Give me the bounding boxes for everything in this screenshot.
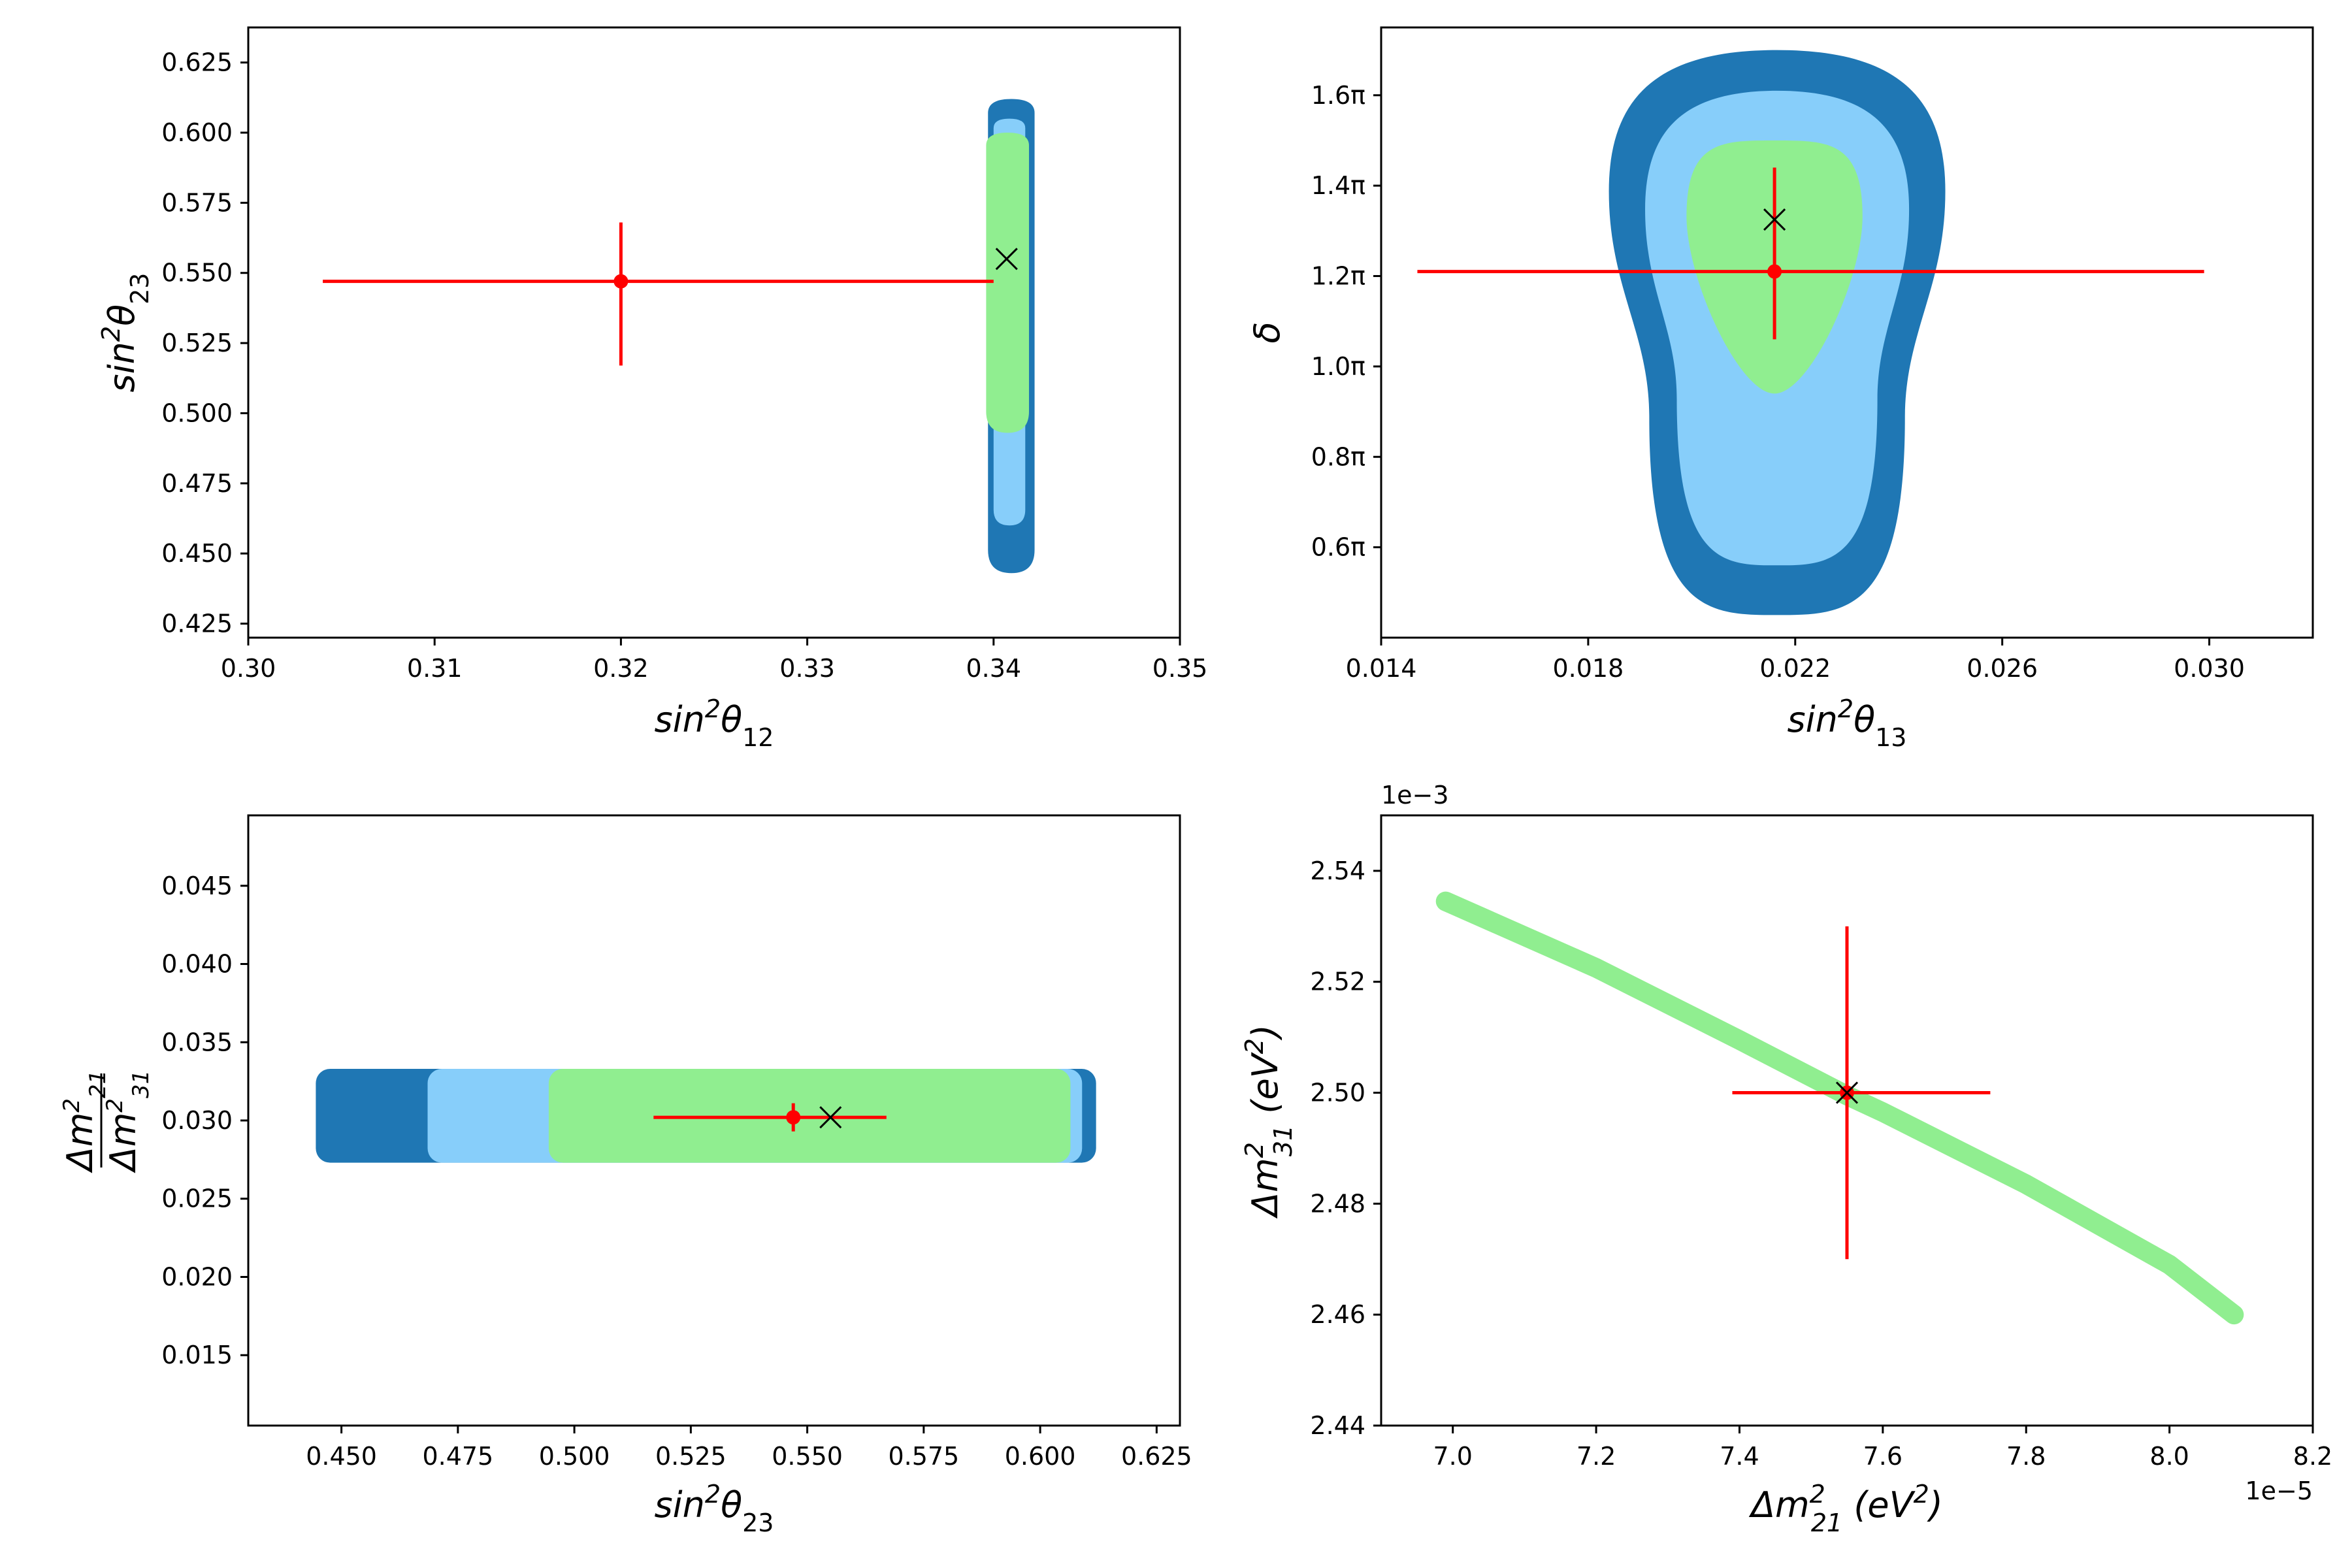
x-offset-label: 1e−5 [2245, 1477, 2313, 1505]
best-fit-marker-b [995, 248, 1018, 270]
x-tick-label: 8.0 [2149, 1442, 2189, 1471]
best-fit-marker-b [1835, 1081, 1859, 1104]
y-tick-label: 0.035 [161, 1028, 233, 1056]
y-ticks: 0.6π 0.8π 1.0π 1.2π 1.4π 1.6π [1311, 81, 1381, 562]
y-tick-label: 0.6π [1311, 533, 1365, 562]
y-tick-label: 2.50 [1310, 1079, 1365, 1107]
x-axis-label: Δm2 21 (eV2) [1748, 1480, 1943, 1537]
x-tick-label: 7.2 [1576, 1442, 1616, 1471]
panel-dm21-dm31: 7.0 7.2 7.4 7.6 7.8 8.0 8.2 2.442.462.482.502.… [1240, 781, 2332, 1537]
y-ticks: 0.015 0.020 0.025 0.030 0.035 0.040 0.045 [161, 872, 248, 1369]
y-tick-label: 0.015 [161, 1341, 233, 1369]
y-offset-label: 1e−3 [1381, 781, 1449, 809]
x-tick-label: 0.450 [306, 1442, 377, 1471]
x-tick-label: 7.0 [1433, 1442, 1472, 1471]
x-tick-label: 0.32 [593, 654, 649, 683]
plot-area [316, 1068, 1096, 1163]
x-tick-label: 0.33 [779, 654, 835, 683]
y-axis-label: δ [1247, 321, 1288, 343]
y-tick-label: 0.8π [1311, 442, 1365, 471]
contour-1sigma [986, 133, 1029, 433]
x-ticks: 7.0 7.2 7.4 7.6 7.8 8.0 8.2 [1433, 1426, 2332, 1471]
x-tick-label: 0.014 [1346, 654, 1417, 683]
best-fit-marker-b [1763, 208, 1786, 231]
clipped-layer [316, 1068, 1096, 1163]
x-tick-label: 0.500 [539, 1442, 610, 1471]
y-tick-label: 0.600 [161, 118, 233, 147]
x-tick-label: 7.6 [1863, 1442, 1903, 1471]
y-axis-label: sin2θ23 [97, 273, 154, 393]
clipped-layer [1417, 50, 2204, 615]
axes-frame [247, 26, 1181, 639]
y-tick-label: 0.475 [161, 469, 233, 498]
y-tick-label: 2.44 [1310, 1411, 1365, 1440]
panel-theta13-delta: 0.014 0.018 0.022 0.026 0.030 0.6π 0.8π 1.0π 1.… [1247, 26, 2314, 752]
x-tick-label: 0.525 [655, 1442, 727, 1471]
band-1sigma [1435, 891, 2244, 1325]
x-tick-label: 0.34 [966, 654, 1021, 683]
y-tick-label: 1.4π [1311, 171, 1365, 200]
x-tick-label: 0.35 [1152, 654, 1208, 683]
y-tick-label: 0.550 [161, 259, 233, 287]
x-tick-label: 7.8 [2006, 1442, 2046, 1471]
axes-frame [1380, 26, 2314, 639]
panel-theta23-massratio: 0.450 0.475 0.500 0.525 0.550 0.575 0.600 0.625… [59, 814, 1192, 1537]
y-tick-label: 2.48 [1310, 1189, 1365, 1218]
x-axis-label: sin2θ13 [1788, 694, 1907, 752]
y-tick-label: 0.625 [161, 48, 233, 77]
y-label-denominator: Δm231 [102, 1070, 154, 1173]
x-axis-label: sin2θ12 [655, 694, 774, 752]
y-tick-label: 2.46 [1310, 1300, 1365, 1329]
x-ticks: 0.30 0.31 0.32 0.33 0.34 0.35 [221, 638, 1208, 683]
y-tick-label: 0.040 [161, 950, 233, 979]
y-ticks: 2.44 2.46 2.48 2.50 2.52 2.54 [1310, 857, 1381, 1440]
measurement-point [613, 274, 629, 289]
x-tick-label: 0.475 [422, 1442, 493, 1471]
measurement-point [1767, 264, 1782, 279]
y-tick-label: 1.0π [1311, 352, 1365, 381]
x-tick-label: 0.600 [1005, 1442, 1076, 1471]
x-tick-label: 0.575 [888, 1442, 959, 1471]
y-tick-label: 0.575 [161, 188, 233, 217]
x-tick-label: 0.030 [2174, 654, 2245, 683]
y-axis-label: Δm221 Δm231 [59, 1070, 154, 1173]
x-axis-label: sin2θ23 [655, 1480, 774, 1537]
x-tick-label: 0.31 [407, 654, 463, 683]
panel-theta12-theta23: 0.30 0.31 0.32 0.33 0.34 0.35 0.425 0.450 0.475… [97, 26, 1208, 752]
x-tick-label: 0.018 [1552, 654, 1624, 683]
x-tick-label: 0.625 [1121, 1442, 1192, 1471]
clipped-layer [1435, 891, 2244, 1325]
x-tick-label: 8.2 [2293, 1442, 2332, 1471]
x-tick-label: 0.022 [1759, 654, 1831, 683]
y-tick-label: 1.2π [1311, 262, 1365, 291]
axes-frame [1380, 814, 2314, 1427]
y-tick-label: 2.52 [1310, 968, 1365, 996]
plot-area [1435, 891, 2244, 1325]
y-ticks: 0.425 0.450 0.475 0.500 0.525 0.550 0.575 0.600… [161, 48, 248, 638]
y-tick-label: 0.025 [161, 1184, 233, 1213]
y-tick-label: 0.500 [161, 399, 233, 427]
x-ticks: 0.014 0.018 0.022 0.026 0.030 [1346, 638, 2245, 683]
x-tick-label: 0.30 [221, 654, 276, 683]
plot-area [1417, 50, 2204, 615]
x-ticks: 0.450 0.475 0.500 0.525 0.550 0.575 0.600 0.625 [306, 1426, 1192, 1471]
y-axis-label: Δm231 (eV2) [1240, 1024, 1298, 1219]
y-tick-label: 0.020 [161, 1262, 233, 1291]
x-tick-label: 7.4 [1720, 1442, 1759, 1471]
measurement-point [786, 1110, 801, 1125]
x-tick-label: 0.026 [1967, 654, 2038, 683]
y-tick-label: 1.6π [1311, 81, 1365, 110]
y-tick-label: 0.030 [161, 1106, 233, 1135]
x-tick-label: 0.550 [772, 1442, 843, 1471]
clipped-layer [323, 99, 1035, 574]
y-tick-label: 0.525 [161, 329, 233, 357]
y-tick-label: 2.54 [1310, 857, 1365, 885]
y-label-numerator: Δm221 [59, 1070, 111, 1173]
y-tick-label: 0.045 [161, 872, 233, 900]
plot-area [323, 99, 1035, 574]
best-fit-marker-b [819, 1106, 842, 1129]
y-tick-label: 0.425 [161, 610, 233, 638]
y-tick-label: 0.450 [161, 539, 233, 568]
